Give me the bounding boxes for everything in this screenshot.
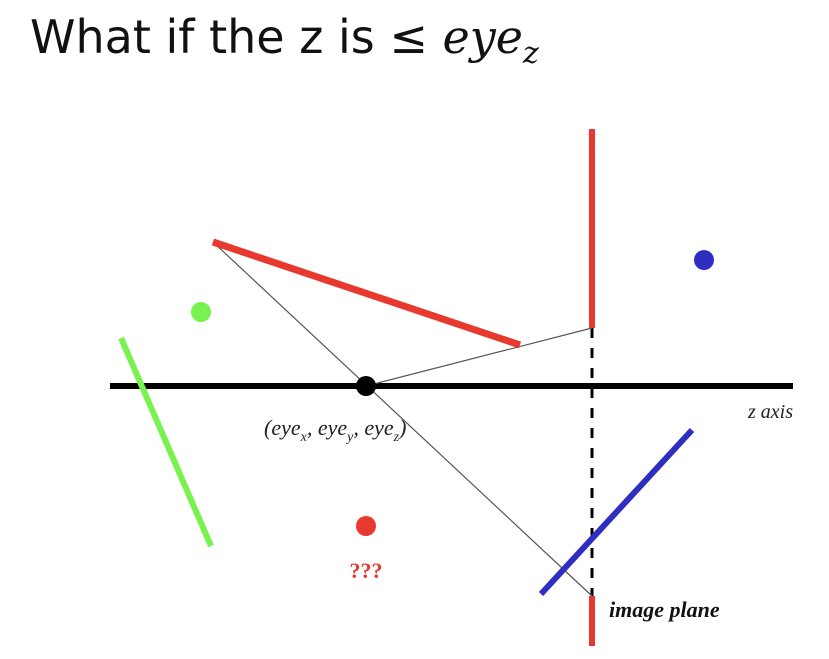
- projection-ray-right: [365, 327, 593, 387]
- title-prefix: What if the z is ≤: [30, 10, 443, 64]
- image-plane-label: image plane: [609, 597, 720, 622]
- slide-title: What if the z is ≤ eyez: [30, 10, 539, 72]
- eye-point: [356, 376, 376, 396]
- eye-label: (eyex, eyey, eyez): [264, 415, 406, 445]
- red-point: [356, 516, 376, 536]
- z-axis-label: z axis: [747, 401, 793, 423]
- title-math-eye: eyez: [442, 10, 539, 71]
- blue-segment: [538, 427, 695, 597]
- unknown-label: ???: [350, 558, 383, 583]
- blue-point: [694, 250, 714, 270]
- red-segment: [211, 238, 522, 349]
- green-segment: [118, 336, 214, 548]
- projection-ray-top-left: [212, 241, 593, 597]
- green-point: [191, 302, 211, 322]
